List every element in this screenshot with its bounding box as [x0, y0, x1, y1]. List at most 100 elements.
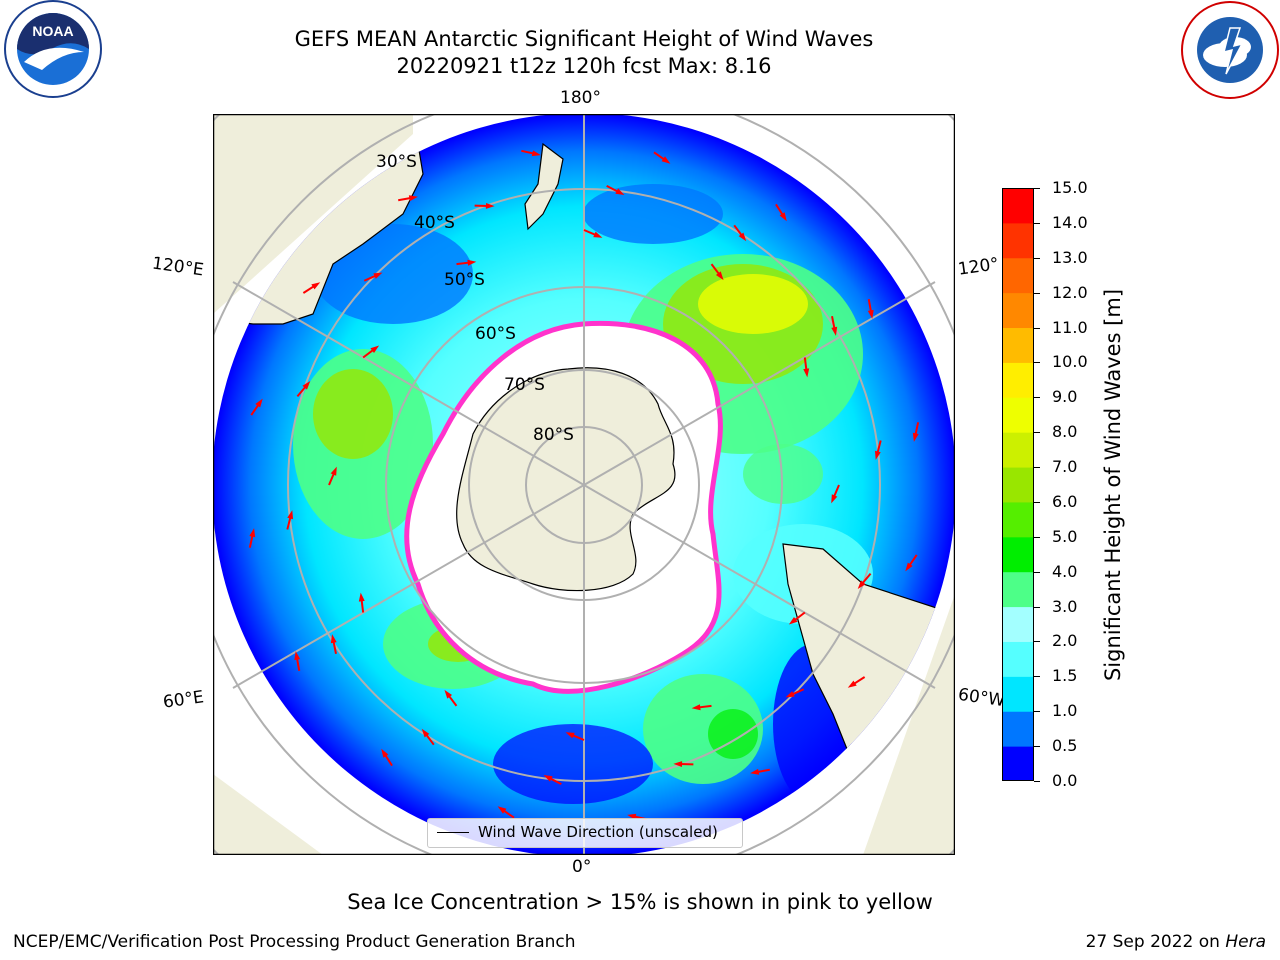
colorbar-tick-mark [1034, 397, 1040, 399]
wind-arrow-head [615, 188, 625, 196]
lon-label-60e: 60°E [161, 687, 206, 713]
lat-label-50s: 50°S [444, 270, 485, 290]
wind-arrow-head [803, 368, 810, 378]
map-panel [213, 114, 955, 855]
wind-arrow-head [421, 728, 430, 738]
wind-arrow-head [691, 704, 701, 711]
wind-arrow-head [302, 381, 311, 390]
colorbar-band [1002, 257, 1034, 294]
corner-land-sw [213, 774, 323, 855]
wind-arrow-head [408, 195, 418, 202]
colorbar-tick-label: 10.0 [1052, 352, 1088, 372]
lat-label-60s: 60°S [475, 324, 516, 344]
colorbar-tick-mark [1034, 781, 1040, 782]
colorbar-tick-mark [1034, 501, 1040, 503]
nws-logo-icon [1181, 1, 1279, 99]
wind-arrow-head [847, 680, 857, 688]
noaa-logo-text: NOAA [32, 23, 73, 39]
colorbar-tick-label: 0.0 [1052, 771, 1078, 790]
wave-patch-indian-west [293, 349, 433, 539]
colorbar-tick-mark [1034, 432, 1040, 434]
footer-machine: Hera [1225, 932, 1266, 952]
legend-line-icon [437, 832, 469, 833]
wind-arrow-head [912, 432, 919, 442]
wind-arrow-head [831, 494, 838, 504]
wind-arrow-head [373, 272, 383, 279]
wind-arrow-head [467, 259, 477, 266]
lat-label-40s: 40°S [414, 213, 455, 233]
wind-arrow-head [330, 466, 337, 476]
colorbar-band [1002, 676, 1034, 712]
map-border [213, 114, 955, 855]
colorbar-band [1002, 397, 1034, 433]
colorbar-tick-label: 7.0 [1052, 457, 1078, 477]
colorbar-band [1002, 467, 1034, 503]
colorbar-tick-mark [1034, 292, 1040, 294]
lon-label-0: 0° [572, 857, 592, 877]
colorbar-label: Significant Height of Wind Waves [m] [1101, 288, 1125, 682]
colorbar-tick-label: 15.0 [1052, 178, 1088, 197]
colorbar-tick-mark [1034, 536, 1040, 538]
colorbar-tick-mark [1034, 746, 1040, 748]
wind-arrow-head [294, 651, 301, 661]
wind-arrow-head [381, 748, 389, 758]
wind-arrow-head [565, 732, 575, 739]
antarctica-land [456, 367, 676, 592]
wind-arrows [248, 149, 920, 821]
wind-arrow-head [249, 528, 256, 538]
wind-arrow-head [673, 761, 683, 768]
wind-arrow-head [255, 398, 263, 408]
chart-title: GEFS MEAN Antarctic Significant Height o… [294, 27, 874, 51]
wind-arrow-head [330, 634, 337, 644]
wind-arrow-head [531, 150, 541, 157]
colorbar-tick-label: 5.0 [1052, 526, 1078, 546]
wind-arrow-head [779, 212, 787, 222]
wind-arrow-head [370, 345, 380, 354]
sea-ice-note: Sea Ice Concentration > 15% is shown in … [347, 890, 933, 914]
wind-arrow-head [358, 592, 365, 602]
colorbar-band [1002, 571, 1034, 608]
colorbar-band [1002, 222, 1034, 259]
colorbar-tick-mark [1034, 467, 1040, 469]
colorbar-tick-mark [1034, 257, 1040, 259]
colorbar-band [1002, 432, 1034, 468]
colorbar-band [1002, 746, 1034, 781]
wind-arrow-head [497, 806, 507, 814]
wind-arrow-head [287, 510, 294, 520]
lon-label-60w: 60°W [956, 684, 1007, 712]
colorbar-tick-mark [1034, 676, 1040, 678]
colorbar-tick-label: 1.0 [1052, 701, 1078, 721]
colorbar-tick-mark [1034, 327, 1040, 329]
colorbar [1002, 188, 1034, 781]
colorbar-band [1002, 641, 1034, 677]
colorbar-band [1002, 501, 1034, 538]
wind-arrow-head [785, 691, 795, 698]
legend-label: Wind Wave Direction (unscaled) [478, 823, 718, 841]
graticule [213, 114, 955, 855]
wind-arrow-head [867, 309, 874, 319]
lon-label-120e: 120°E [150, 253, 205, 281]
colorbar-tick-label: 13.0 [1052, 247, 1088, 267]
colorbar-tick-label: 8.0 [1052, 422, 1078, 442]
wind-arrow-head [661, 156, 671, 164]
lat-label-70s: 70°S [504, 375, 545, 395]
colorbar-tick-mark [1034, 571, 1040, 573]
colorbar-tick-mark [1034, 641, 1040, 643]
wind-arrow-head [750, 768, 760, 775]
colorbar-tick-label: 6.0 [1052, 491, 1078, 511]
colorbar-band [1002, 292, 1034, 329]
colorbar-tick-mark [1034, 711, 1040, 713]
new-zealand-land [524, 142, 564, 231]
colorbar-tick-label: 11.0 [1052, 317, 1088, 337]
lat-label-30s: 30°S [376, 152, 417, 172]
wind-arrow-head [874, 450, 881, 460]
colorbar-tick-mark [1034, 606, 1040, 608]
colorbar-band [1002, 327, 1034, 363]
colorbar-tick-label: 0.5 [1052, 736, 1078, 756]
colorbar-tick-label: 14.0 [1052, 212, 1088, 232]
colorbar-tick-label: 3.0 [1052, 596, 1078, 616]
footer-date-text: 27 Sep 2022 on [1085, 932, 1220, 952]
chart-subtitle: 20220921 t12z 120h fcst Max: 8.16 [396, 54, 772, 78]
colorbar-band [1002, 188, 1034, 224]
wind-arrow-head [788, 616, 798, 625]
